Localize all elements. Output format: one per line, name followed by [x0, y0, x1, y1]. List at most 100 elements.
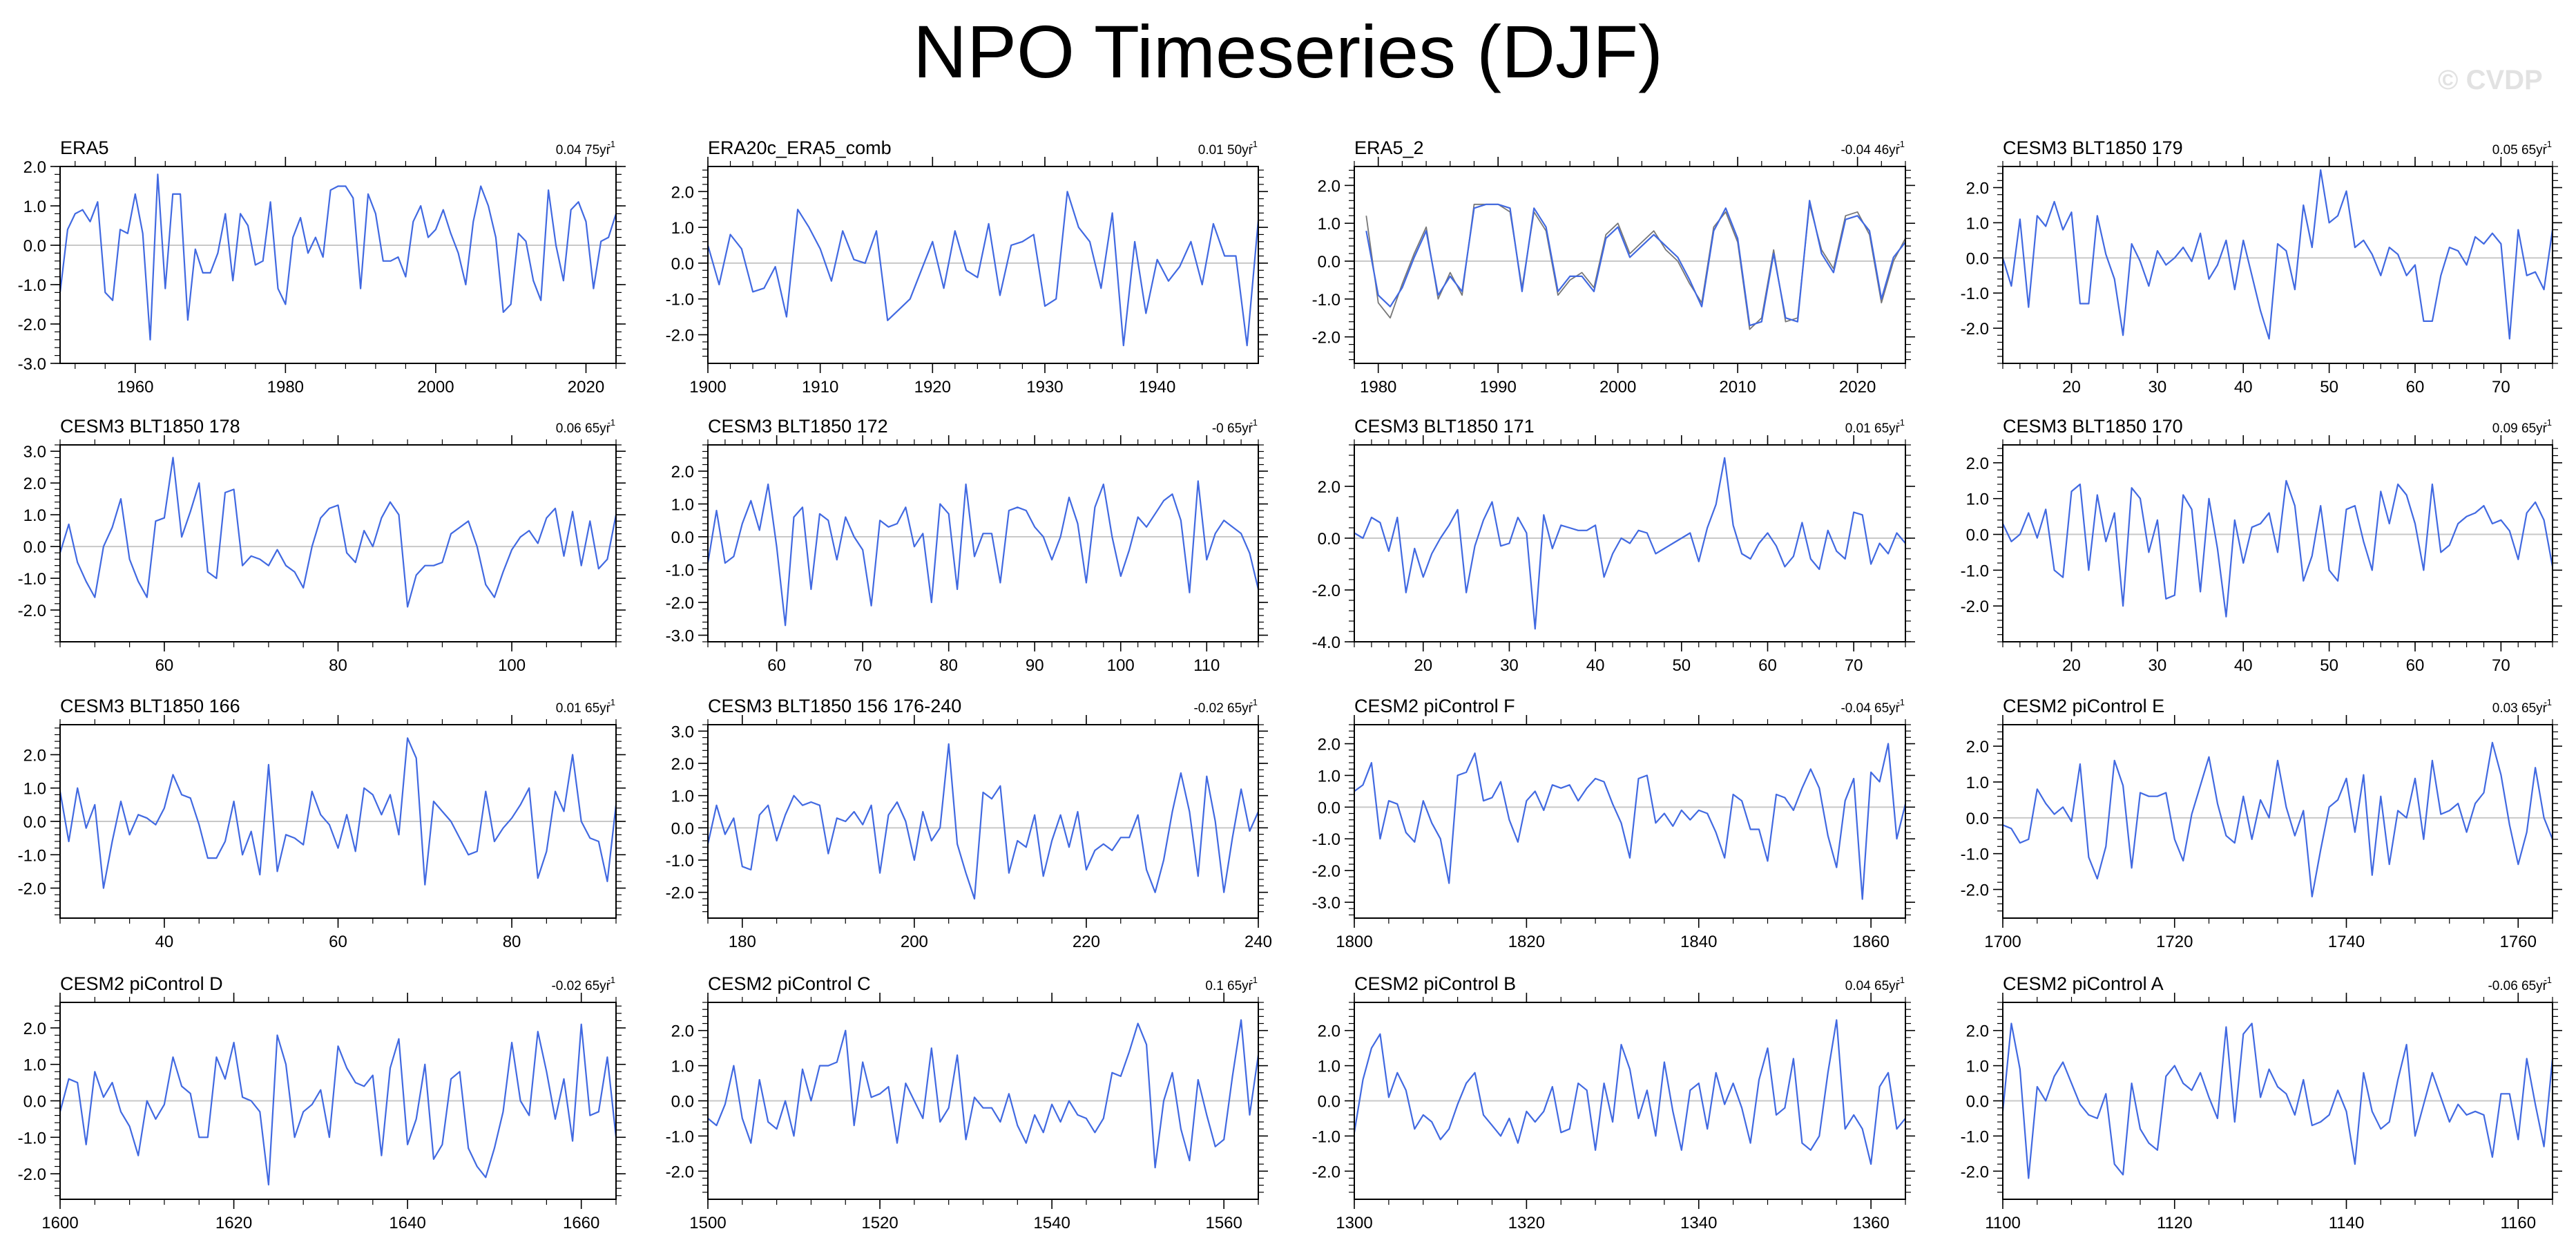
trend-superscript: -1: [607, 975, 615, 985]
y-tick-label: 2.0: [1318, 736, 1340, 754]
plot-frame: [59, 1002, 617, 1200]
trend-superscript: -1: [607, 697, 615, 707]
y-tick-label: 2.0: [23, 1020, 46, 1038]
y-tick-label: -4.0: [1312, 633, 1340, 652]
x-tick-label: 240: [1244, 933, 1272, 951]
x-tick-label: 1300: [1336, 1214, 1372, 1232]
trend-label: 0.04 75yr: [556, 143, 611, 158]
panel-3: CESM3 BLT1850 179 0.05 65yr-1 2.0 1.0 0.0 -1.…: [1961, 137, 2562, 397]
x-tick-label: 1920: [914, 378, 951, 397]
y-tick-label: 1.0: [1318, 215, 1340, 234]
trend-label: -0.04 65yr: [1840, 701, 1900, 716]
x-tick-label: 60: [2406, 378, 2425, 397]
y-tick-label: 1.0: [671, 219, 694, 238]
trend-superscript: -1: [1249, 975, 1258, 985]
y-tick-label: 0.0: [1318, 253, 1340, 271]
y-tick-label: -2.0: [1312, 1163, 1340, 1181]
panel-12: CESM2 piControl D -0.02 65yr-1 2.0 1.0 0.0 -1…: [18, 973, 626, 1232]
panel-title: CESM2 piControl F: [1354, 696, 1515, 716]
y-tick-label: 2.0: [1318, 177, 1340, 196]
x-tick-label: 60: [329, 933, 347, 951]
trend-label: 0.01 50yr: [1198, 143, 1253, 158]
y-tick-label: -1.0: [666, 562, 694, 580]
y-tick-label: 0.0: [1966, 249, 1989, 268]
x-tick-label: 60: [155, 656, 174, 675]
y-tick-label: -2.0: [666, 884, 694, 903]
trend-label: -0.04 46yr: [1840, 143, 1900, 158]
y-tick-label: -1.0: [1961, 285, 1989, 303]
x-tick-label: 100: [498, 656, 526, 675]
y-tick-label: -2.0: [1961, 320, 1989, 339]
watermark: © CVDP: [2438, 65, 2543, 95]
trend-superscript: -1: [607, 417, 615, 428]
y-tick-label: 1.0: [23, 780, 46, 799]
x-tick-label: 1320: [1508, 1214, 1545, 1232]
trend-label: 0.1 65yr: [1205, 979, 1253, 993]
y-tick-label: -2.0: [1312, 862, 1340, 881]
x-tick-label: 1990: [1479, 378, 1516, 397]
plot-frame: [2002, 444, 2553, 642]
series-line: [707, 743, 1260, 900]
panel-4: CESM3 BLT1850 178 0.06 65yr-1 3.0 2.0 1.0 0.0…: [18, 416, 626, 675]
x-tick-label: 80: [503, 933, 521, 951]
x-tick-label: 20: [2062, 378, 2081, 397]
series-line: [2002, 741, 2554, 898]
plot-frame: [707, 166, 1259, 364]
y-tick-label: 0.0: [671, 1093, 694, 1112]
trend-label: 0.03 65yr: [2492, 701, 2548, 716]
x-tick-label: 110: [1193, 656, 1220, 675]
panel-title: CESM3 BLT1850 170: [2003, 416, 2183, 437]
y-tick-label: -1.0: [1961, 846, 1989, 864]
panel-title: CESM2 piControl B: [1354, 973, 1516, 994]
series-line: [2001, 1022, 2554, 1179]
panel-14: CESM2 piControl B 0.04 65yr-1 2.0 1.0 0.0 -1.…: [1312, 973, 1915, 1232]
panel-title: CESM3 BLT1850 179: [2003, 137, 2183, 158]
y-tick-label: -1.0: [18, 570, 46, 589]
y-tick-label: 0.0: [1966, 526, 1989, 545]
trend-superscript: -1: [1249, 139, 1258, 149]
y-tick-label: 1.0: [23, 198, 46, 216]
panel-title: CESM3 BLT1850 156 176-240: [708, 696, 961, 716]
x-tick-label: 70: [2492, 656, 2510, 675]
x-tick-label: 40: [1586, 656, 1605, 675]
y-tick-label: -3.0: [666, 627, 694, 646]
x-tick-label: 1740: [2328, 933, 2365, 951]
y-tick-label: 1.0: [1966, 774, 1989, 792]
y-tick-label: -2.0: [18, 880, 46, 899]
y-tick-label: 0.0: [23, 538, 46, 557]
x-tick-label: 1980: [267, 378, 304, 397]
panel-10: CESM2 piControl F -0.04 65yr-1 2.0 1.0 0.0 -1…: [1312, 696, 1915, 951]
panel-title: ERA5_2: [1354, 137, 1424, 158]
y-tick-label: -1.0: [18, 846, 46, 865]
y-tick-label: 1.0: [1318, 767, 1340, 785]
x-tick-label: 1140: [2329, 1214, 2365, 1232]
y-tick-label: 0.0: [671, 255, 694, 274]
panel-13: CESM2 piControl C 0.1 65yr-1 2.0 1.0 0.0 -1.0…: [666, 973, 1268, 1232]
y-tick-label: 0.0: [1966, 1093, 1989, 1112]
y-tick-label: 1.0: [1966, 490, 1989, 509]
x-tick-label: 1100: [1985, 1214, 2021, 1232]
y-tick-label: 3.0: [23, 443, 46, 461]
x-tick-label: 2020: [1839, 378, 1876, 397]
y-tick-label: -2.0: [666, 1163, 694, 1181]
plot-frame: [59, 724, 617, 919]
x-tick-label: 40: [2234, 378, 2253, 397]
y-tick-label: 2.0: [1966, 455, 1989, 473]
panel-11: CESM2 piControl E 0.03 65yr-1 2.0 1.0 0.0 -1.…: [1961, 696, 2562, 951]
panel-title: CESM3 BLT1850 166: [60, 696, 240, 716]
plot-frame: [1354, 724, 1906, 919]
x-tick-label: 1640: [389, 1214, 425, 1232]
x-tick-label: 70: [854, 656, 872, 675]
trend-label: -0 65yr: [1212, 421, 1253, 436]
y-tick-label: -2.0: [666, 594, 694, 613]
y-tick-label: 2.0: [23, 475, 46, 493]
y-tick-label: 0.0: [1318, 799, 1340, 817]
x-tick-label: 1340: [1680, 1214, 1717, 1232]
x-tick-label: 20: [2062, 656, 2081, 675]
page-title: NPO Timeseries (DJF): [912, 10, 1664, 93]
plot-frame: [1354, 444, 1906, 642]
y-tick-label: 2.0: [1966, 180, 1989, 198]
trend-superscript: -1: [1896, 975, 1905, 985]
trend-superscript: -1: [2544, 417, 2552, 428]
y-tick-label: -2.0: [18, 316, 46, 334]
